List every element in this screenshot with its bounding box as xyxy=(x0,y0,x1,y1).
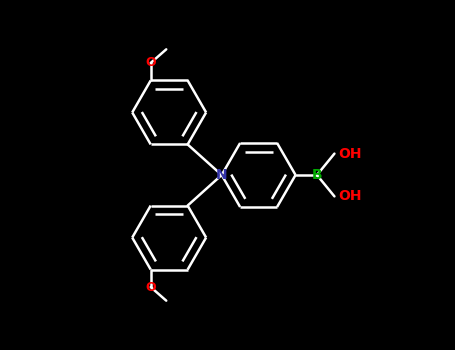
Text: OH: OH xyxy=(339,189,362,203)
Text: N: N xyxy=(216,168,228,182)
Text: B: B xyxy=(312,168,322,182)
Text: OH: OH xyxy=(339,147,362,161)
Text: O: O xyxy=(146,56,156,69)
Text: O: O xyxy=(146,281,156,294)
